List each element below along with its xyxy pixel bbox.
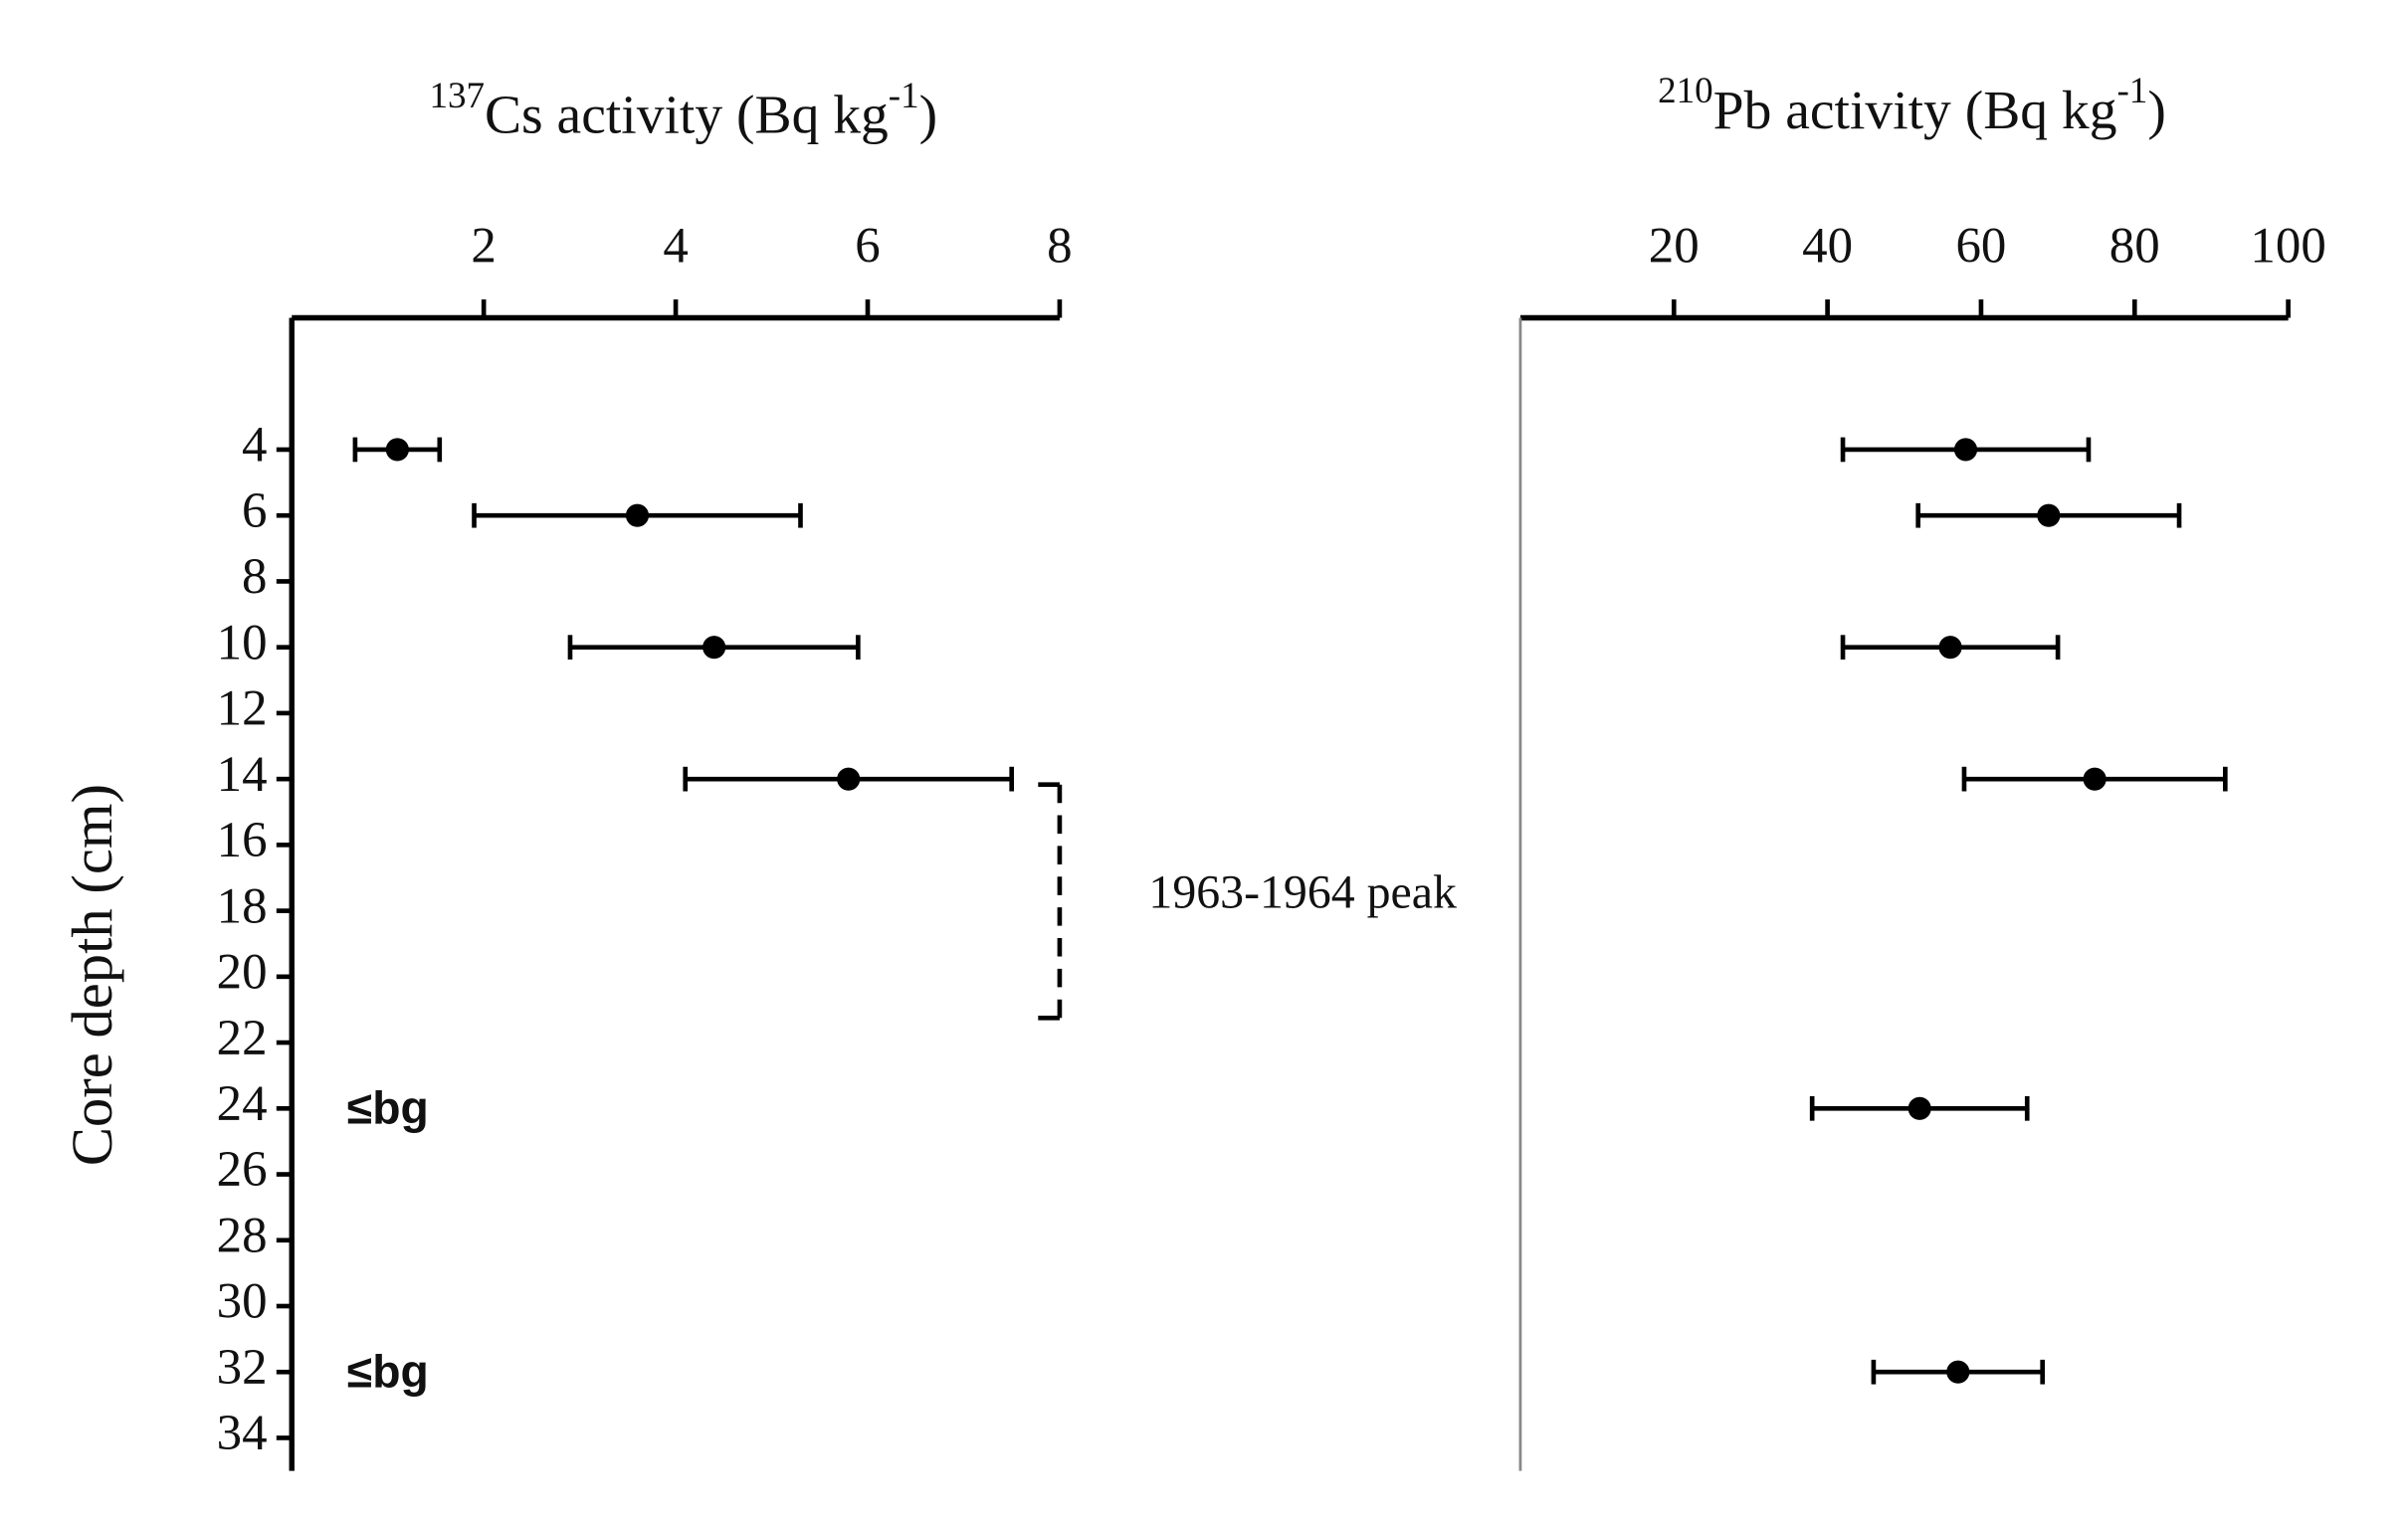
value-label: ≤bg [347, 1082, 429, 1134]
chart-title: 137Cs activity (Bq kg-1) [429, 75, 937, 145]
y-tick-label: 10 [217, 615, 268, 670]
x-tick-label: 6 [855, 218, 880, 274]
title-text: Cs activity (Bq kg [485, 84, 889, 145]
x-tick-label: 100 [2250, 218, 2325, 274]
title-superscript: 210 [1658, 71, 1713, 111]
title-superscript: -1 [2116, 71, 2147, 111]
y-tick-label: 30 [217, 1274, 268, 1330]
annotation: 1963-1964 peak [1148, 865, 1457, 918]
y-tick-label: 22 [217, 1011, 268, 1066]
x-tick-label: 60 [1955, 218, 2006, 274]
title-text: Pb activity (Bq kg [1713, 80, 2117, 141]
data-point [1907, 1096, 1931, 1120]
y-tick-label: 34 [217, 1406, 268, 1461]
y-tick-label: 24 [217, 1076, 268, 1132]
x-tick-label: 20 [1649, 218, 1700, 274]
y-tick-label: 12 [217, 681, 268, 737]
y-tick-label: 4 [242, 418, 267, 474]
data-point [1953, 438, 1978, 462]
chart-title: 210Pb activity (Bq kg-1) [1658, 71, 2166, 141]
y-tick-label: 28 [217, 1208, 268, 1263]
data-point [702, 636, 726, 660]
data-point [625, 503, 650, 527]
y-tick-label: 14 [217, 747, 268, 803]
y-tick-label: 6 [242, 483, 267, 539]
x-tick-label: 40 [1802, 218, 1853, 274]
y-tick-label: 18 [217, 878, 268, 934]
value-label: ≤bg [347, 1346, 429, 1398]
x-tick-label: 4 [663, 218, 688, 274]
peak-bracket [1038, 782, 1063, 1021]
title-superscript: 137 [429, 75, 485, 115]
data-point [385, 438, 409, 462]
y-tick-label: 26 [217, 1142, 268, 1198]
x-tick-label: 80 [2109, 218, 2160, 274]
data-point [837, 767, 861, 791]
data-point [1938, 636, 1962, 660]
y-axis-label: Core depth (cm) [60, 784, 124, 1166]
y-tick-label: 32 [217, 1340, 268, 1396]
y-tick-label: 16 [217, 813, 268, 868]
title-text: ) [919, 84, 937, 145]
title-text: ) [2147, 80, 2166, 141]
data-point [2083, 767, 2107, 791]
data-point [1946, 1360, 1970, 1384]
data-point [2037, 503, 2061, 527]
x-tick-label: 2 [471, 218, 496, 274]
title-superscript: -1 [889, 75, 919, 115]
x-tick-label: 8 [1047, 218, 1072, 274]
y-tick-label: 8 [242, 549, 267, 605]
y-tick-label: 20 [217, 945, 268, 1001]
